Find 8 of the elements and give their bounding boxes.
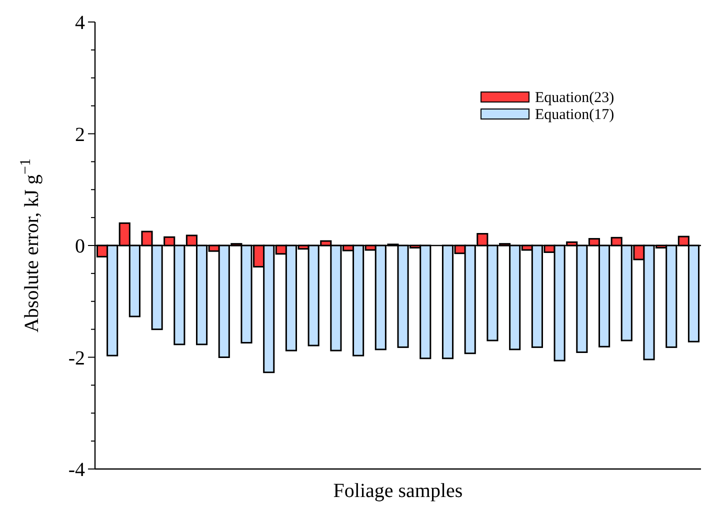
y-tick-label: 4 <box>75 12 85 34</box>
y-tick-label: 0 <box>75 236 85 258</box>
y-tick-label: -4 <box>68 459 85 481</box>
legend-label: Equation(23) <box>535 90 614 106</box>
x-axis-title: Foliage samples <box>333 480 463 502</box>
y-tick-label: 2 <box>75 124 85 146</box>
y-tick-label: -2 <box>68 347 85 370</box>
legend-label: Equation(17) <box>535 107 614 123</box>
